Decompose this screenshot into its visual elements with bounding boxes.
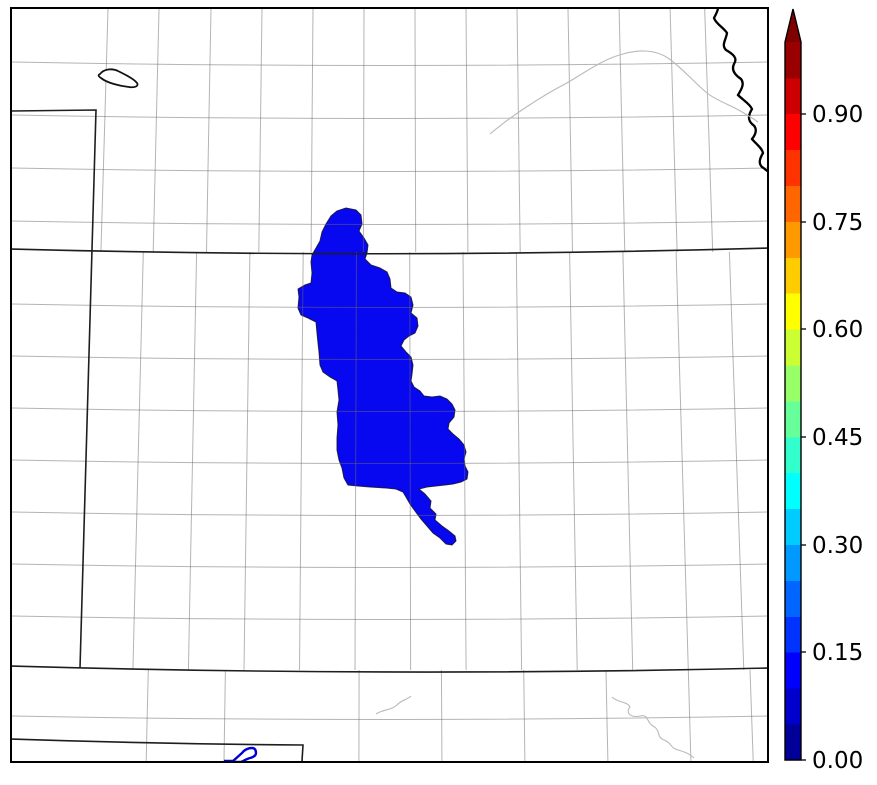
- county-line-horizontal: [12, 563, 767, 568]
- map-frame: [10, 7, 769, 763]
- county-line-vertical: [152, 9, 160, 253]
- colorbar-segment: [785, 365, 801, 402]
- colorbar-outline: [784, 8, 802, 761]
- colorbar-tick-label: 0.90: [812, 102, 863, 128]
- county-line-vertical: [687, 669, 692, 761]
- texas-oklahoma-border: [12, 738, 304, 761]
- colorbar-segment: [785, 149, 801, 186]
- colorado-border: [12, 109, 97, 669]
- county-line-horizontal: [12, 407, 767, 412]
- county-line-vertical: [223, 669, 226, 761]
- colorbar-segment: [785, 257, 801, 294]
- colorbar-segment: [785, 293, 801, 330]
- county-line-vertical: [569, 251, 578, 671]
- county-line-horizontal: [12, 615, 767, 620]
- county-line-vertical: [414, 9, 417, 253]
- county-line-vertical: [187, 251, 198, 671]
- county-line-vertical: [465, 9, 469, 253]
- colorbar-segments: [785, 42, 801, 761]
- lake-outline: [97, 68, 139, 89]
- nebraska-kansas-border: [12, 247, 767, 255]
- county-line-vertical: [704, 9, 714, 253]
- county-line-vertical: [462, 251, 467, 671]
- colorbar-tick-label: 0.00: [812, 748, 863, 774]
- colorbar-tick-label: 0.75: [812, 210, 863, 236]
- county-line-vertical: [243, 251, 251, 671]
- colorbar-tick-label: 0.15: [812, 640, 863, 666]
- county-line-vertical: [618, 9, 626, 253]
- county-line-vertical: [749, 669, 754, 761]
- county-line-horizontal: [12, 303, 767, 308]
- county-line-vertical: [409, 251, 412, 671]
- county-line-vertical: [145, 669, 149, 761]
- colorbar-tick-labels: 0.90 0.75 0.60 0.45 0.30 0.15 0.00: [812, 102, 863, 774]
- stream-line: [375, 695, 412, 715]
- county-line-horizontal: [12, 167, 767, 172]
- county-line-horizontal: [12, 61, 767, 66]
- watershed-polygon: [297, 207, 469, 546]
- county-line-vertical: [523, 669, 526, 761]
- county-line-horizontal: [12, 355, 767, 360]
- kansas-oklahoma-border: [12, 665, 767, 673]
- county-line-vertical: [515, 251, 523, 671]
- county-line-vertical: [669, 9, 678, 253]
- colorbar-arrow: [785, 9, 801, 42]
- cimarron-river-line: [611, 696, 695, 759]
- colorbar-tick-label: 0.30: [812, 533, 863, 559]
- colorbar-segment: [785, 724, 801, 761]
- county-line-vertical: [362, 9, 365, 253]
- colorbar-ticks: [801, 113, 806, 761]
- county-line-vertical: [132, 251, 144, 671]
- colorbar-tick-label: 0.45: [812, 425, 863, 451]
- county-line-vertical: [622, 251, 634, 671]
- colorbar-segment: [785, 401, 801, 438]
- county-line-vertical: [206, 9, 212, 253]
- county-line-vertical: [258, 9, 263, 253]
- colorbar-segment: [785, 652, 801, 689]
- county-line-vertical: [440, 669, 443, 761]
- colorbar-segment: [785, 42, 801, 79]
- colorbar-segment: [785, 185, 801, 222]
- county-line-vertical: [605, 669, 609, 761]
- county-line-horizontal: [12, 220, 767, 225]
- state-borders: [12, 109, 767, 761]
- county-line-vertical: [354, 251, 357, 671]
- colorbar-segment: [785, 688, 801, 725]
- colorbar-segment: [785, 436, 801, 474]
- county-line-horizontal: [12, 715, 767, 720]
- county-line-horizontal: [12, 511, 767, 516]
- colorbar-segment: [785, 508, 801, 545]
- colorbar-segment: [785, 77, 801, 115]
- platte-river-line: [489, 50, 759, 135]
- reservoir-outline: [224, 746, 258, 761]
- colorbar-segment: [785, 113, 801, 151]
- county-line-vertical: [299, 251, 304, 671]
- colorbar-segment: [785, 580, 801, 617]
- colorbar-segment: [785, 472, 801, 510]
- county-line-horizontal: [12, 114, 767, 119]
- county-line-vertical: [310, 9, 314, 253]
- colorbar-segment: [785, 616, 801, 653]
- colorbar-tick-label: 0.60: [812, 317, 863, 343]
- county-line-vertical: [567, 9, 573, 253]
- colorbar-segment: [785, 221, 801, 258]
- county-line-vertical: [100, 9, 109, 253]
- county-line-vertical: [516, 9, 521, 253]
- county-line-horizontal: [12, 459, 767, 464]
- colorbar-segment: [785, 544, 801, 581]
- colorbar-segment: [785, 329, 801, 366]
- county-boundaries: [12, 9, 767, 761]
- missouri-river-line: [712, 9, 767, 173]
